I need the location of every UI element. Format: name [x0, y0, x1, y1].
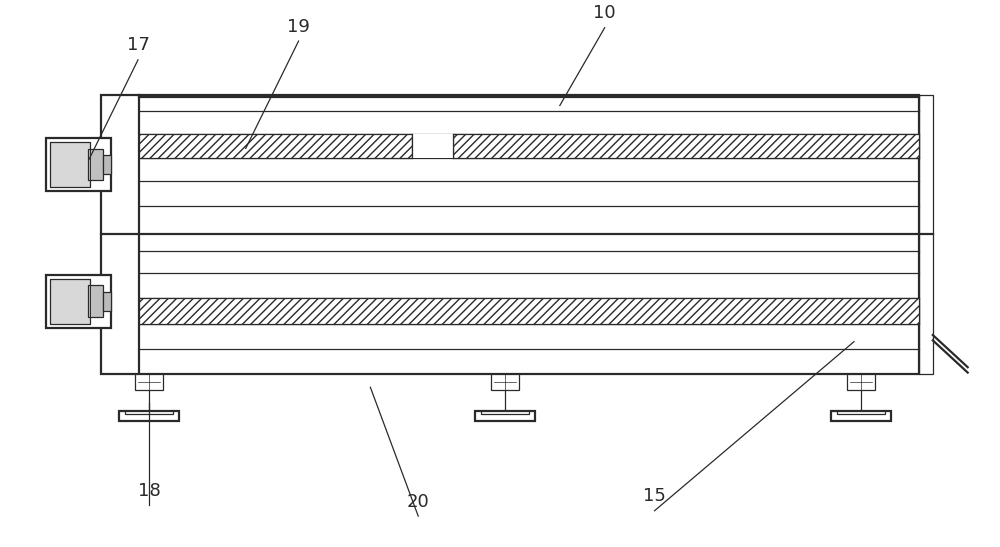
- Bar: [88, 149, 103, 181]
- Text: 20: 20: [407, 493, 430, 511]
- Bar: [50, 142, 90, 187]
- Bar: [135, 374, 163, 390]
- Bar: [139, 299, 919, 324]
- Bar: [139, 134, 412, 158]
- Text: 15: 15: [643, 487, 666, 505]
- Bar: [50, 279, 90, 324]
- Bar: [831, 411, 891, 421]
- Bar: [101, 95, 919, 374]
- Text: 17: 17: [127, 37, 149, 55]
- Bar: [919, 95, 933, 374]
- Bar: [481, 411, 529, 414]
- Bar: [837, 411, 885, 414]
- Bar: [412, 134, 453, 158]
- Text: 18: 18: [138, 482, 160, 500]
- Bar: [50, 279, 90, 324]
- Bar: [847, 374, 875, 390]
- Bar: [453, 134, 919, 158]
- Bar: [119, 411, 179, 421]
- Text: 19: 19: [287, 18, 310, 36]
- Bar: [88, 286, 103, 317]
- Bar: [46, 138, 111, 191]
- Text: 10: 10: [593, 4, 616, 22]
- Bar: [125, 411, 173, 414]
- Bar: [491, 374, 519, 390]
- Bar: [103, 155, 111, 174]
- Bar: [50, 142, 90, 187]
- Bar: [46, 275, 111, 328]
- Bar: [103, 292, 111, 311]
- Bar: [475, 411, 535, 421]
